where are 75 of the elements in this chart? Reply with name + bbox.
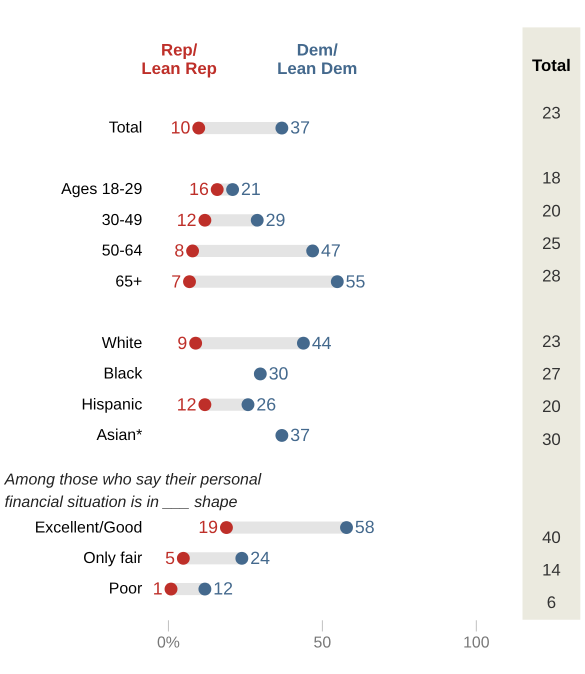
x-tick-label: 50 (314, 634, 332, 652)
data-label: 20 (542, 397, 561, 416)
data-label: 8 (174, 240, 184, 261)
data-label: 44 (312, 332, 332, 353)
point (192, 122, 206, 134)
point (340, 521, 353, 534)
data-label: 1 (152, 578, 163, 599)
y-tick-label: Only fair (83, 550, 144, 567)
text: Dem/ Lean Dem (277, 40, 358, 78)
y-tick-label: Asian* (96, 427, 142, 444)
point (275, 122, 288, 134)
data-label: 6 (546, 593, 556, 612)
point (186, 244, 200, 258)
point (198, 214, 212, 227)
y-tick-label: Total (108, 120, 142, 137)
data-label: 21 (241, 179, 261, 200)
data-label: 10 (170, 118, 190, 138)
data-label: 20 (542, 201, 561, 220)
data-label: 12 (213, 578, 234, 599)
y-tick-label: Poor (108, 580, 144, 598)
data-label: 40 (542, 528, 561, 547)
text: Total (532, 56, 571, 76)
data-label: 27 (542, 364, 561, 384)
point (242, 398, 254, 412)
x-tick-label: 0% (156, 634, 180, 652)
data-label: 24 (250, 548, 270, 568)
data-label: 37 (290, 424, 310, 445)
point (198, 582, 212, 596)
annotation: Among those who say their personal financial situation is in ___ shape (4, 472, 262, 512)
data-label: 23 (542, 332, 561, 351)
point (250, 214, 264, 227)
data-label: 58 (354, 517, 375, 538)
y-tick-label: Ages 18-29 (61, 181, 142, 198)
data-label: 30 (268, 364, 289, 384)
point (176, 552, 190, 565)
data-label: 19 (198, 517, 218, 538)
point (254, 368, 267, 380)
data-label: 9 (177, 332, 188, 353)
point (296, 336, 310, 350)
point (183, 275, 196, 288)
data-label: 5 (165, 548, 176, 568)
data-label: 47 (321, 240, 341, 261)
point (235, 552, 248, 565)
data-label: 12 (176, 394, 196, 414)
data-label: 37 (290, 118, 310, 138)
data-label: 7 (171, 271, 182, 292)
point (306, 244, 320, 258)
data-label: 16 (189, 179, 209, 200)
point (226, 183, 240, 196)
y-tick-label: White (102, 334, 142, 352)
data-label: 30 (542, 430, 561, 449)
data-label: 28 (542, 266, 561, 286)
y-tick-label: 65+ (115, 273, 142, 290)
data-label: 14 (542, 560, 561, 580)
y-tick-label: Hispanic (81, 396, 142, 414)
point (330, 275, 344, 288)
y-tick-label: 50-64 (102, 242, 142, 260)
data-label: 26 (256, 394, 276, 414)
data-label: 25 (542, 234, 561, 253)
text: Rep/ Lean Rep (141, 40, 217, 78)
point (275, 428, 288, 442)
data-label: 12 (176, 210, 196, 230)
y-tick-label: Black (104, 366, 142, 383)
y-tick-label: 30-49 (102, 212, 142, 229)
y-tick-label: Excellent/Good (34, 519, 142, 536)
data-label: 18 (542, 168, 561, 188)
point (164, 582, 178, 596)
point (210, 183, 224, 196)
data-label: 55 (346, 271, 366, 292)
x-tick-label: 100 (463, 634, 490, 652)
data-label: 29 (266, 210, 286, 230)
point (220, 521, 233, 534)
point (198, 398, 212, 412)
point (189, 336, 202, 350)
data-label: 23 (542, 103, 561, 122)
